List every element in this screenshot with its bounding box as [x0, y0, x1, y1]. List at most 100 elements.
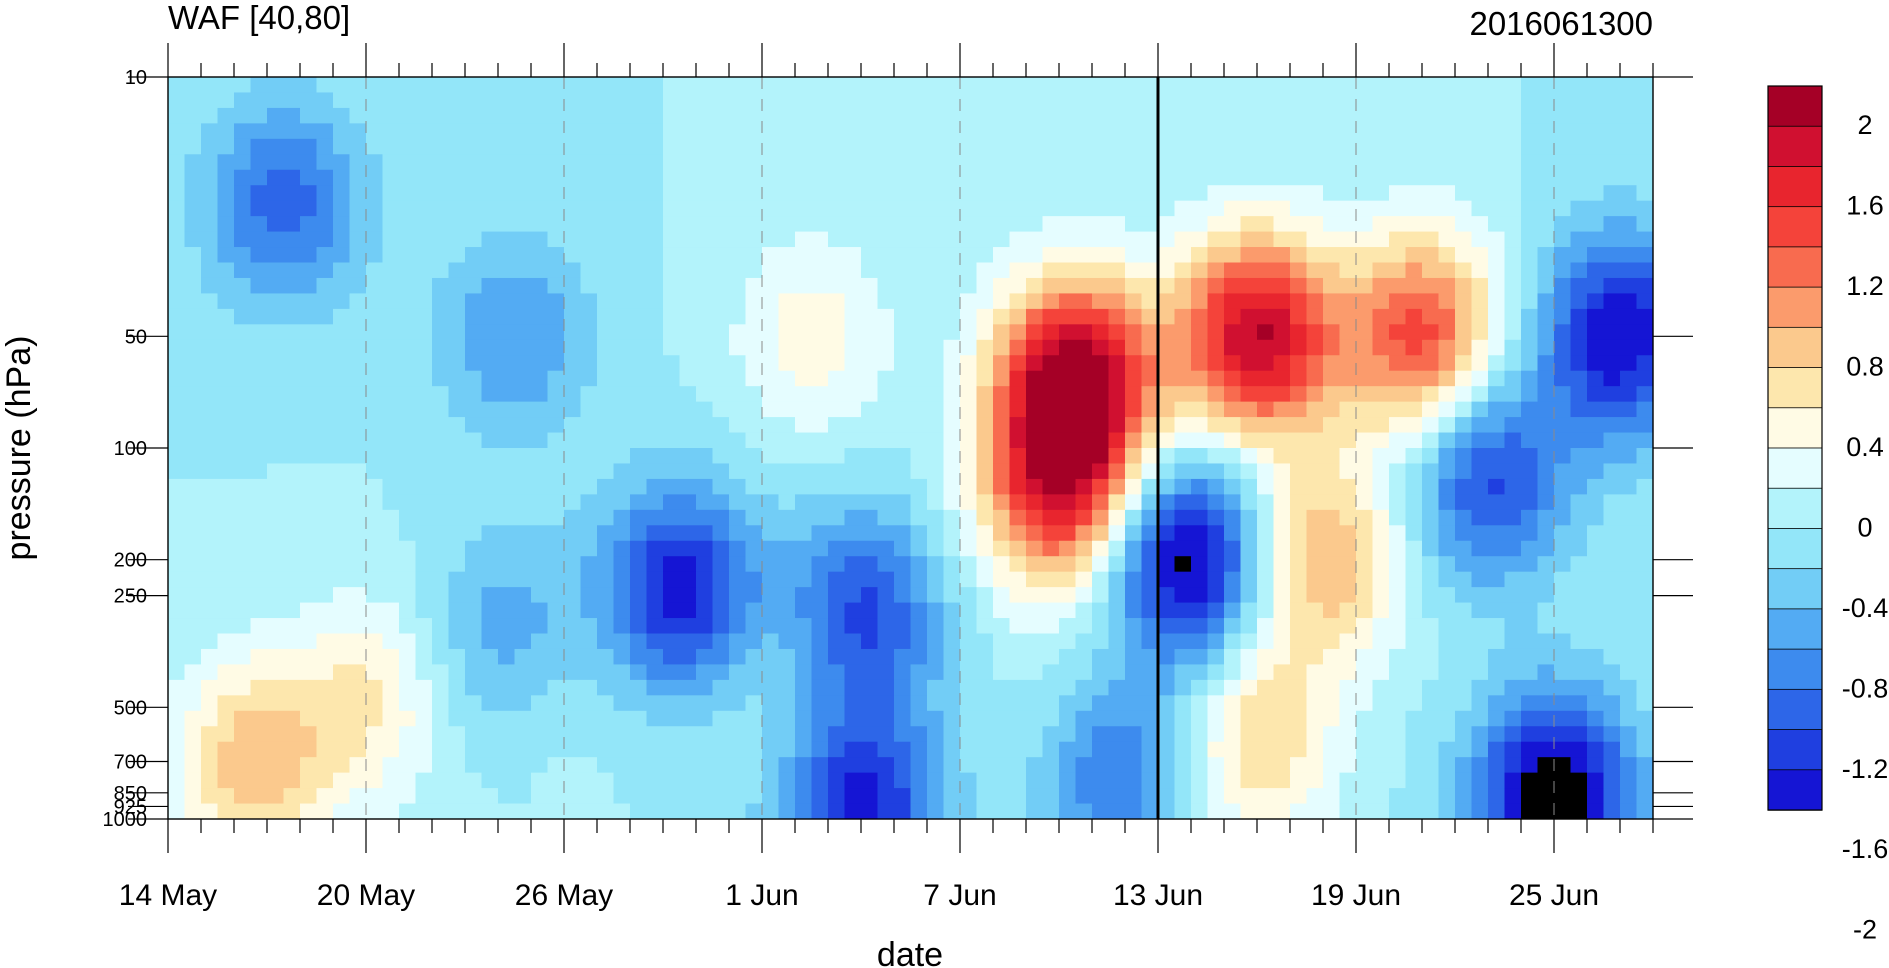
contour-cell	[184, 757, 202, 774]
contour-cell	[1108, 664, 1126, 681]
contour-cell	[745, 803, 763, 819]
contour-cell	[1075, 463, 1093, 480]
contour-cell	[1620, 324, 1638, 341]
contour-cell	[877, 571, 895, 588]
contour-cell	[514, 293, 532, 310]
contour-cell	[1356, 154, 1374, 171]
contour-cell	[1372, 92, 1390, 109]
contour-cell	[696, 123, 714, 140]
contour-cell	[415, 757, 433, 774]
contour-cell	[1356, 695, 1374, 712]
contour-cell	[250, 401, 268, 418]
contour-cell	[1339, 525, 1357, 542]
contour-cell	[1372, 308, 1390, 325]
contour-cell	[283, 540, 301, 557]
contour-cell	[1422, 602, 1440, 619]
contour-cell	[811, 169, 829, 186]
contour-cell	[1521, 154, 1539, 171]
contour-cell	[168, 262, 186, 279]
contour-cell	[366, 540, 384, 557]
contour-cell	[1059, 107, 1077, 124]
contour-cell	[1422, 571, 1440, 588]
contour-cell	[1455, 370, 1473, 387]
contour-cell	[1207, 571, 1225, 588]
contour-cell	[250, 571, 268, 588]
contour-cell	[531, 169, 549, 186]
contour-cell	[663, 107, 681, 124]
contour-cell	[1603, 679, 1621, 696]
contour-cell	[960, 478, 978, 495]
contour-cell	[531, 200, 549, 217]
contour-cell	[1092, 339, 1110, 356]
contour-cell	[267, 772, 285, 789]
contour-cell	[597, 324, 615, 341]
contour-cell	[1290, 324, 1308, 341]
contour-cell	[877, 679, 895, 696]
contour-cell	[679, 571, 697, 588]
contour-cell	[250, 757, 268, 774]
contour-cell	[498, 262, 516, 279]
contour-cell	[679, 308, 697, 325]
contour-cell	[300, 324, 318, 341]
contour-cell	[448, 355, 466, 372]
contour-cell	[1603, 448, 1621, 465]
contour-cell	[844, 92, 862, 109]
contour-cell	[1372, 478, 1390, 495]
contour-cell	[168, 293, 186, 310]
contour-cell	[844, 355, 862, 372]
contour-cell	[1356, 123, 1374, 140]
contour-cell	[1603, 602, 1621, 619]
contour-cell	[580, 262, 598, 279]
contour-cell	[877, 200, 895, 217]
contour-cell	[861, 757, 879, 774]
contour-cell	[795, 695, 813, 712]
contour-cell	[1587, 726, 1605, 743]
contour-cell	[960, 540, 978, 557]
contour-cell	[1158, 757, 1176, 774]
contour-cell	[498, 355, 516, 372]
contour-cell	[1158, 772, 1176, 789]
contour-cell	[1009, 401, 1027, 418]
contour-cell	[382, 525, 400, 542]
contour-cell	[531, 463, 549, 480]
contour-cell	[184, 571, 202, 588]
contour-cell	[531, 308, 549, 325]
contour-cell	[630, 92, 648, 109]
contour-cell	[1273, 77, 1291, 94]
contour-cell	[1620, 169, 1638, 186]
contour-cell	[1323, 633, 1341, 650]
contour-cell	[1356, 463, 1374, 480]
contour-cell	[976, 432, 994, 449]
contour-cell	[993, 633, 1011, 650]
contour-cell	[630, 587, 648, 604]
contour-cell	[1125, 231, 1143, 248]
contour-cell	[432, 803, 450, 819]
contour-cell	[646, 648, 664, 666]
contour-cell	[646, 231, 664, 248]
contour-cell	[1158, 664, 1176, 681]
contour-cell	[333, 494, 351, 511]
contour-cell	[1438, 92, 1456, 109]
contour-cell	[448, 262, 466, 279]
contour-cell	[415, 556, 433, 573]
contour-cell	[1636, 757, 1653, 774]
contour-cell	[333, 169, 351, 186]
contour-cell	[1158, 463, 1176, 480]
contour-cell	[1290, 432, 1308, 449]
contour-cell	[168, 92, 186, 109]
contour-cell	[646, 463, 664, 480]
contour-cell	[1422, 154, 1440, 171]
contour-cell	[168, 664, 186, 681]
contour-cell	[877, 463, 895, 480]
contour-cell	[1125, 107, 1143, 124]
contour-cell	[729, 123, 747, 140]
contour-cell	[1306, 509, 1324, 526]
contour-cell	[217, 803, 235, 819]
contour-cell	[1158, 355, 1176, 372]
contour-cell	[580, 138, 598, 155]
contour-cell	[1356, 169, 1374, 186]
contour-cell	[1290, 216, 1308, 233]
contour-cell	[168, 571, 186, 588]
contour-cell	[1636, 262, 1653, 279]
contour-cell	[1587, 448, 1605, 465]
